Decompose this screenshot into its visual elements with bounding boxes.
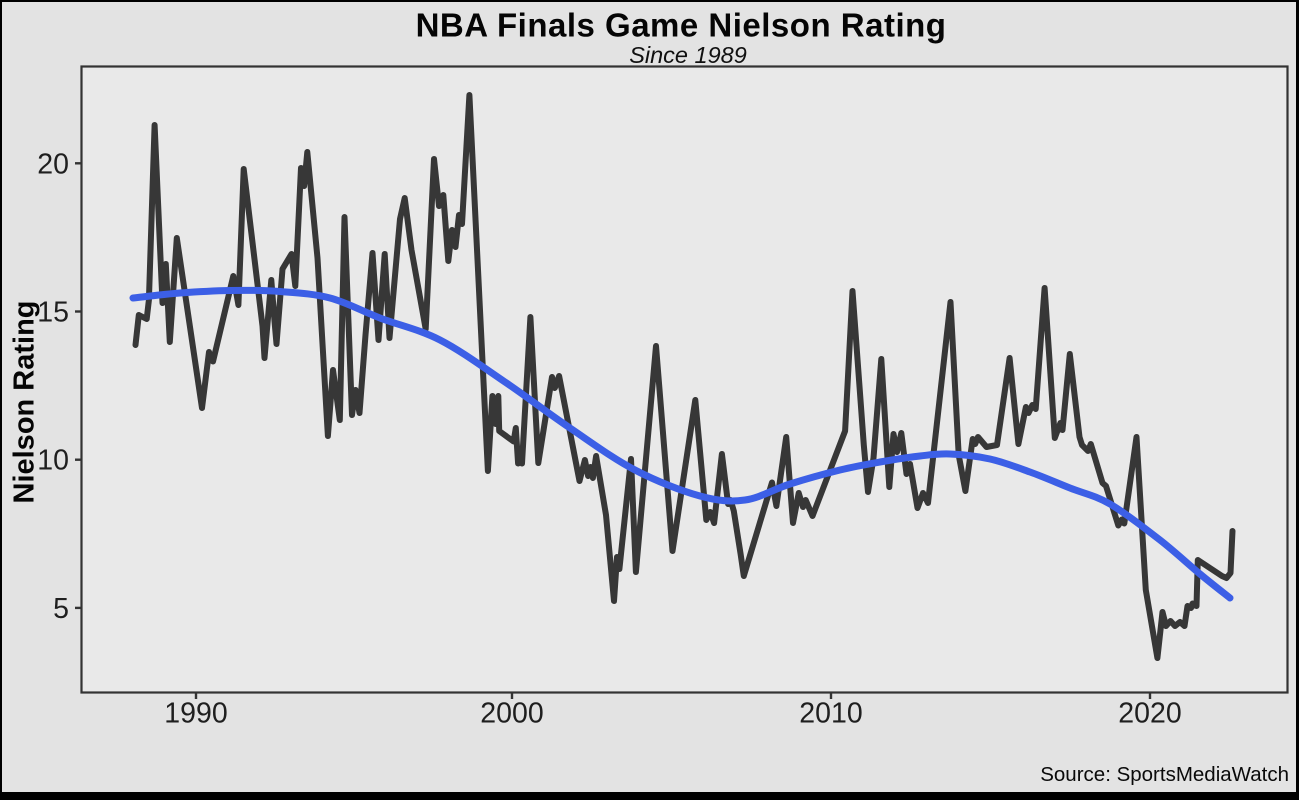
svg-text:20: 20 — [37, 148, 69, 180]
svg-text:Nielson Rating: Nielson Rating — [9, 300, 41, 503]
svg-text:2010: 2010 — [799, 698, 862, 730]
svg-text:15: 15 — [37, 297, 69, 329]
svg-text:Since 1989: Since 1989 — [629, 42, 747, 68]
svg-text:1990: 1990 — [164, 698, 227, 730]
svg-text:2000: 2000 — [480, 698, 543, 730]
svg-text:5: 5 — [53, 593, 69, 625]
svg-text:2020: 2020 — [1118, 698, 1181, 730]
svg-text:Source: SportsMediaWatch: Source: SportsMediaWatch — [1040, 763, 1289, 786]
svg-text:10: 10 — [37, 445, 69, 477]
svg-text:NBA Finals Game Nielson Rating: NBA Finals Game Nielson Rating — [416, 7, 947, 44]
